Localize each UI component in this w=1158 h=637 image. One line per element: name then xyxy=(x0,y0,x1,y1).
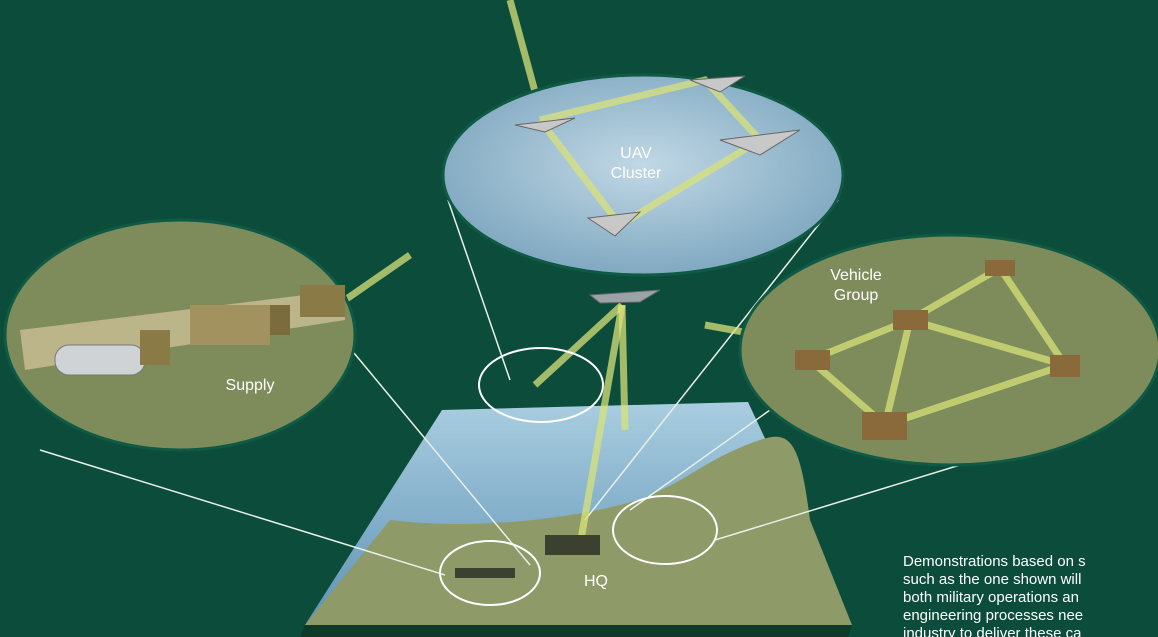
caption-line: both military operations an xyxy=(903,589,1079,606)
highlight-circles xyxy=(439,347,718,606)
supply-view: Supply xyxy=(3,218,412,452)
supply-label: Supply xyxy=(226,377,275,394)
vehicle-group-view: Vehicle Group xyxy=(704,233,1158,467)
uav-label-line: Cluster xyxy=(611,165,662,182)
caption: Demonstrations based on s such as the on… xyxy=(903,553,1086,637)
connector-lines xyxy=(39,199,961,576)
uav-label-line: UAV xyxy=(620,145,652,162)
vehicle-label-line: Vehicle xyxy=(830,267,882,284)
uav-cluster-view: UAV Cluster xyxy=(441,0,845,277)
vehicle-label-line: Group xyxy=(834,287,879,304)
hq-label: HQ xyxy=(584,573,608,590)
caption-line: such as the one shown will xyxy=(903,571,1081,588)
caption-line: engineering processes nee xyxy=(903,607,1083,624)
aircraft-links xyxy=(532,289,661,546)
caption-line: Demonstrations based on s xyxy=(903,553,1086,570)
caption-line: industry to deliver these ca xyxy=(903,625,1082,637)
